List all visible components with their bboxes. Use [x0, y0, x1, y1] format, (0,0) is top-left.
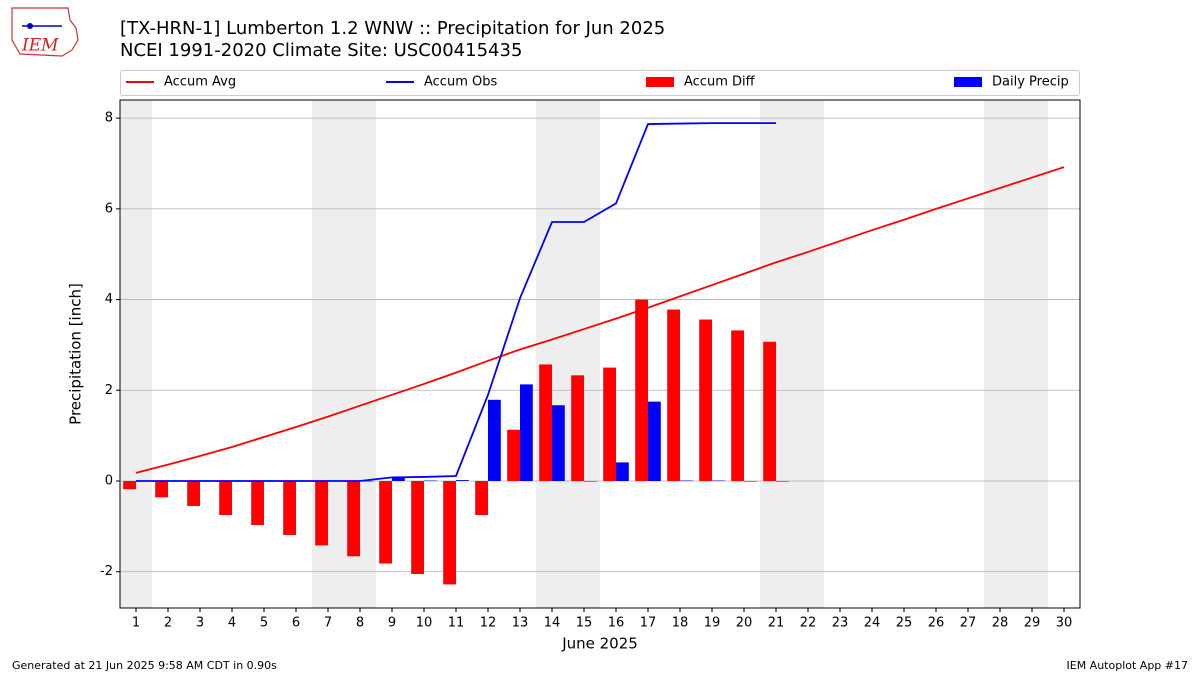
chart-title: [TX-HRN-1] Lumberton 1.2 WNW :: Precipit… [120, 18, 665, 39]
x-axis-label: June 2025 [561, 635, 638, 653]
bar [456, 480, 469, 481]
legend-swatch [646, 77, 674, 87]
weekend-shade [120, 100, 152, 608]
bar [539, 364, 552, 481]
x-tick-label: 8 [356, 616, 364, 631]
bar [776, 481, 789, 482]
bar [219, 481, 232, 516]
bar [744, 481, 757, 482]
plot-frame [119, 99, 1081, 609]
bar [507, 429, 520, 481]
x-tick-label: 7 [324, 616, 332, 631]
x-tick-label: 16 [608, 616, 625, 631]
footer-right: IEM Autoplot App #17 [1067, 659, 1189, 672]
bar [520, 384, 533, 481]
line [136, 122, 776, 482]
bar [699, 319, 712, 481]
x-tick-label: 10 [416, 616, 433, 631]
bar [155, 481, 168, 498]
x-tick-label: 20 [736, 616, 753, 631]
bar [488, 399, 501, 481]
x-tick-label: 11 [448, 616, 465, 631]
x-tick-label: 4 [228, 616, 236, 631]
x-tick-label: 14 [544, 616, 561, 631]
x-tick-label: 13 [512, 616, 529, 631]
y-tick-label: 2 [105, 383, 113, 398]
x-tick-label: 22 [800, 616, 817, 631]
bar [603, 367, 616, 481]
bar [571, 375, 584, 481]
y-tick-label: 6 [105, 201, 113, 216]
legend-swatch [954, 77, 982, 87]
x-tick-label: 18 [672, 616, 689, 631]
bar [443, 481, 456, 585]
chart-subtitle: NCEI 1991-2020 Climate Site: USC00415435 [120, 40, 522, 61]
x-tick-label: 5 [260, 616, 268, 631]
legend-label: Accum Avg [164, 75, 236, 90]
bar [731, 330, 744, 481]
x-tick-label: 9 [388, 616, 396, 631]
bar [251, 481, 264, 525]
line [135, 166, 1065, 474]
y-tick-label: -2 [100, 564, 113, 579]
legend-box [120, 70, 1080, 96]
bar [424, 480, 437, 482]
bar [712, 480, 725, 482]
footer-left: Generated at 21 Jun 2025 9:58 AM CDT in … [12, 659, 277, 672]
x-tick-label: 15 [576, 616, 593, 631]
bar [648, 401, 661, 481]
bar [123, 481, 136, 490]
bar [283, 481, 296, 535]
x-tick-label: 19 [704, 616, 721, 631]
bar [667, 309, 680, 481]
legend-label: Accum Obs [424, 75, 497, 90]
x-tick-label: 25 [896, 616, 913, 631]
legend-label: Daily Precip [992, 75, 1069, 90]
x-tick-label: 3 [196, 616, 204, 631]
legend-label: Accum Diff [684, 75, 756, 90]
bar [475, 481, 488, 516]
bar [552, 405, 565, 481]
bar [315, 481, 328, 546]
x-tick-label: 1 [132, 616, 140, 631]
y-axis-label: Precipitation [inch] [67, 283, 85, 425]
bar [763, 341, 776, 481]
bar [360, 481, 373, 482]
bar [379, 481, 392, 564]
bar [584, 481, 597, 482]
logo-outline [11, 7, 79, 57]
y-tick-label: 0 [105, 474, 113, 489]
x-tick-label: 27 [960, 616, 977, 631]
logo: IEM [11, 7, 79, 57]
bar [392, 477, 405, 481]
bar [616, 462, 629, 481]
weekend-shade [536, 100, 600, 608]
bar [187, 481, 200, 506]
bar [347, 481, 360, 557]
bar [411, 481, 424, 574]
x-tick-label: 26 [928, 616, 945, 631]
x-tick-label: 30 [1056, 616, 1073, 631]
x-tick-label: 23 [832, 616, 849, 631]
x-tick-label: 2 [164, 616, 172, 631]
bar [635, 299, 648, 481]
x-tick-label: 12 [480, 616, 497, 631]
x-tick-label: 28 [992, 616, 1009, 631]
x-tick-label: 17 [640, 616, 657, 631]
x-tick-label: 6 [292, 616, 300, 631]
logo-dot [27, 23, 33, 29]
logo-text: IEM [21, 36, 59, 56]
weekend-shade [984, 100, 1048, 608]
x-tick-label: 21 [768, 616, 785, 631]
bar [680, 480, 693, 482]
y-tick-label: 4 [105, 292, 113, 307]
x-tick-label: 29 [1024, 616, 1041, 631]
y-tick-label: 8 [105, 111, 113, 126]
x-tick-label: 24 [864, 616, 881, 631]
